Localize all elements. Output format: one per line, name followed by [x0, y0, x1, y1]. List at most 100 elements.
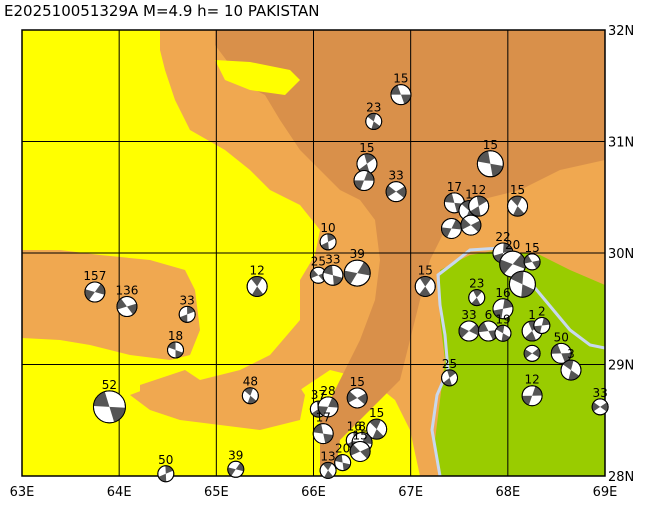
- focal-mechanism-beachball[interactable]: 48: [241, 375, 259, 405]
- focal-mechanism-beachball[interactable]: 157: [83, 269, 106, 303]
- beachball-rim: [343, 259, 371, 287]
- focal-mechanism-beachball[interactable]: 12: [521, 373, 543, 407]
- compressional-quadrant: [490, 163, 504, 177]
- terrain-plateau-south: [130, 372, 305, 430]
- depth-label: 13: [320, 449, 335, 463]
- latitude-label: 28N: [608, 470, 634, 485]
- compressional-quadrant: [247, 395, 257, 404]
- compressional-quadrant: [342, 462, 351, 471]
- depth-label: 33: [461, 308, 476, 322]
- depth-label: 6: [485, 308, 493, 322]
- focal-mechanism-beachball[interactable]: 17: [312, 411, 334, 445]
- depth-label: 25: [442, 357, 457, 371]
- focal-mechanism-beachball[interactable]: 33: [458, 308, 480, 342]
- focal-mechanism-beachball[interactable]: 15: [349, 428, 371, 462]
- depth-label: 39: [228, 448, 243, 462]
- focal-mechanism-beachball[interactable]: 136: [115, 284, 138, 318]
- beachball-rim: [346, 387, 368, 409]
- focal-mechanism-beachball[interactable]: 19: [494, 312, 512, 342]
- longitude-label: 66E: [301, 485, 326, 500]
- focal-mechanism-beachball[interactable]: 18: [167, 329, 185, 359]
- compressional-quadrant: [419, 286, 431, 297]
- focal-mechanism-beachball[interactable]: [440, 217, 462, 239]
- focal-mechanism-beachball[interactable]: 50: [550, 330, 572, 364]
- focal-mechanism-beachball[interactable]: 15: [356, 141, 378, 175]
- depth-label: 15: [418, 263, 433, 277]
- focal-mechanism-beachball[interactable]: 15: [366, 406, 388, 440]
- compressional-quadrant: [396, 186, 407, 198]
- beachball-rim: [492, 298, 514, 320]
- focal-mechanism-beachball[interactable]: 2: [533, 304, 551, 334]
- compressional-quadrant: [532, 348, 541, 358]
- focal-mechanism-beachball[interactable]: [460, 214, 482, 236]
- depth-label: 15: [359, 141, 374, 155]
- focal-mechanism-beachball[interactable]: 25: [441, 357, 459, 387]
- beachball-rim: [178, 305, 196, 323]
- focal-mechanism-beachball[interactable]: [508, 270, 536, 298]
- compressional-quadrant: [250, 276, 263, 287]
- longitude-label: 67E: [398, 485, 423, 500]
- focal-mechanism-beachball[interactable]: [353, 170, 375, 192]
- depth-label: 17: [447, 180, 462, 194]
- focal-mechanism-beachball[interactable]: 15: [414, 263, 436, 297]
- focal-mechanism-beachball[interactable]: 3: [560, 347, 582, 381]
- depth-label: 3: [567, 347, 575, 361]
- focal-mechanism-beachball[interactable]: 15: [346, 375, 368, 409]
- focal-mechanism-beachball[interactable]: 39: [343, 247, 371, 287]
- terrain-lowland-strip: [215, 60, 300, 95]
- axis-labels: 63E 64E 65E 66E 67E 68E 69E 32N 31N 30N 29N 28N: [10, 24, 635, 500]
- focal-mechanism-beachball[interactable]: 12: [468, 183, 490, 217]
- focal-mechanism-beachball[interactable]: 20: [499, 238, 527, 278]
- depth-label: 23: [469, 277, 484, 291]
- beachball-rim: [468, 195, 490, 217]
- terrain-highland-north: [300, 40, 605, 150]
- depth-label: 33: [388, 169, 403, 183]
- focal-mechanism-beachball[interactable]: 28: [317, 384, 339, 418]
- focal-mechanism-beachball[interactable]: 15: [523, 241, 541, 271]
- focal-mechanism-beachball[interactable]: 15: [390, 72, 412, 106]
- compressional-quadrant: [592, 402, 601, 412]
- beachball-rim: [476, 150, 504, 178]
- beachball-rim: [385, 181, 407, 203]
- focal-mechanism-beachball[interactable]: 15: [476, 138, 504, 178]
- compressional-quadrant: [443, 377, 453, 386]
- compressional-quadrant: [367, 113, 377, 122]
- compressional-quadrant: [372, 429, 384, 440]
- compressional-quadrant: [347, 391, 358, 403]
- focal-mechanism-beachball[interactable]: [523, 344, 541, 362]
- depth-label: 16: [347, 419, 362, 433]
- compressional-quadrant: [524, 349, 533, 359]
- compressional-quadrant: [360, 447, 371, 459]
- focal-mechanism-beachball[interactable]: 33: [322, 252, 344, 286]
- depth-label: 10: [320, 221, 335, 235]
- beachball-rim: [167, 341, 185, 359]
- focal-mechanism-beachball[interactable]: 33: [385, 169, 407, 203]
- compressional-quadrant: [533, 325, 542, 334]
- focal-mechanism-beachball[interactable]: 50: [157, 453, 175, 483]
- focal-mechanism-beachball[interactable]: 23: [468, 277, 486, 307]
- compressional-quadrant: [510, 196, 523, 207]
- beachball-rim: [460, 214, 482, 236]
- compressional-quadrant: [512, 254, 526, 269]
- focal-mechanism-beachball[interactable]: 12: [246, 263, 268, 297]
- compressional-quadrant: [419, 276, 432, 287]
- beachball-rim: [533, 316, 551, 334]
- focal-mechanism-beachball[interactable]: 39: [227, 448, 245, 478]
- depth-label: 15: [483, 138, 498, 152]
- focal-mechanism-beachball[interactable]: 23: [365, 100, 383, 130]
- beachball-rim: [322, 264, 344, 286]
- focal-mechanism-beachball[interactable]: 33: [591, 386, 609, 416]
- focal-mechanism-beachball[interactable]: 16: [492, 286, 514, 320]
- focal-mechanism-beachball[interactable]: 52: [92, 378, 126, 424]
- focal-mechanism-beachball[interactable]: 10: [319, 221, 337, 251]
- focal-mechanism-beachball[interactable]: 15: [507, 183, 529, 217]
- focal-mechanism-beachball[interactable]: 33: [178, 293, 196, 323]
- focal-mechanism-beachball[interactable]: 13: [319, 449, 337, 479]
- compressional-quadrant: [499, 259, 513, 274]
- compressional-quadrant: [493, 308, 503, 319]
- compressional-quadrant: [513, 206, 525, 217]
- focal-mechanism-beachball[interactable]: 20: [334, 442, 352, 472]
- focal-mechanism-beachball[interactable]: 25: [309, 254, 327, 284]
- compressional-quadrant: [472, 289, 483, 298]
